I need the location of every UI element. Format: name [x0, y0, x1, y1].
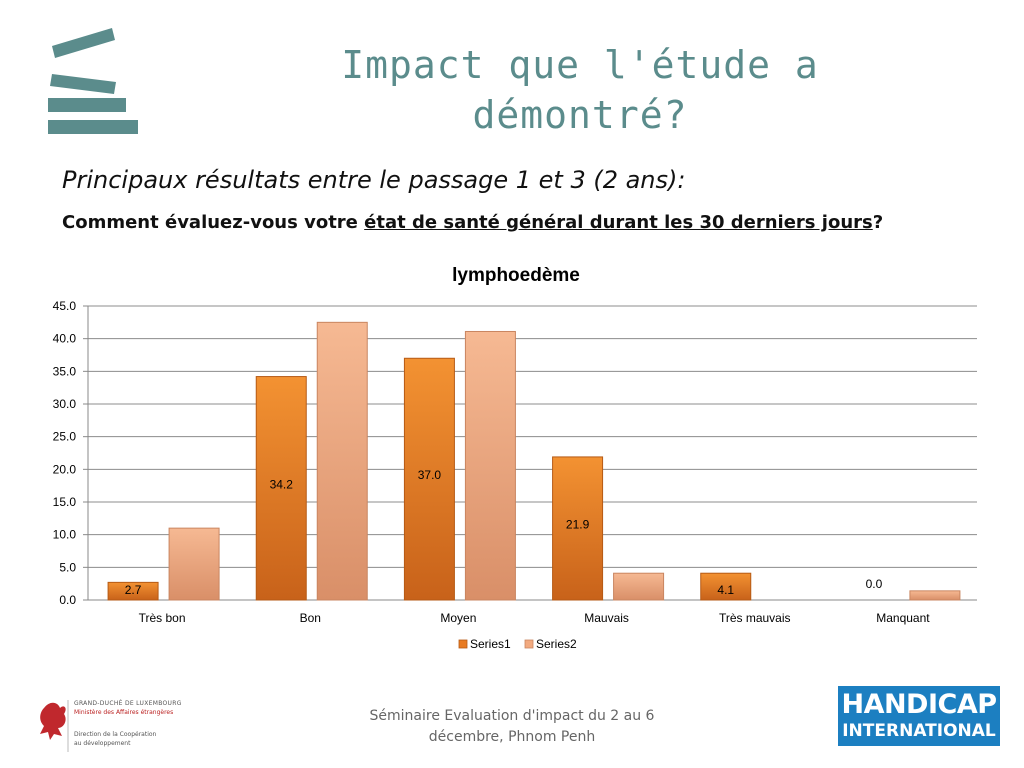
lux-line-3b: au développement: [74, 740, 131, 747]
lux-line-2: Ministère des Affaires étrangères: [74, 709, 174, 716]
bar-series1-1: [255, 376, 307, 601]
bar-chart: lymphoedème 0.0 5.0 10.0 15.0 20.0 25.0 30.0 35…: [53, 265, 977, 651]
footer-line-1: Séminaire Evaluation d'impact du 2 au 6: [369, 708, 655, 724]
y-tick-label: 0.0: [59, 593, 76, 607]
handicap-line-2: INTERNATIONAL: [842, 721, 996, 741]
luxembourg-text: GRAND-DUCHÉ DE LUXEMBOURG Ministère des …: [74, 700, 182, 748]
legend-label-series1: Series1: [470, 637, 511, 651]
bar-series1-3: [552, 456, 604, 601]
bar-series2-5: [909, 590, 961, 601]
bar-series1-4: [700, 572, 752, 601]
bar-series2-2: [464, 330, 516, 601]
footer: Séminaire Evaluation d'impact du 2 au 6 …: [362, 706, 662, 748]
bar-series1-2: [403, 357, 455, 601]
bar-series2-0: [168, 527, 220, 601]
y-tick-label: 25.0: [53, 430, 77, 444]
y-tick-label: 30.0: [53, 397, 77, 411]
title-line-2: démontré?: [472, 93, 688, 137]
x-tick-label: Manquant: [876, 611, 930, 625]
bar-series1-0: [107, 581, 159, 601]
books-logo-icon: [48, 28, 138, 134]
chart-title: lymphoedème: [452, 265, 580, 286]
y-tick-label: 40.0: [53, 332, 77, 346]
data-label: 4.1: [717, 583, 734, 597]
lux-line-3: Direction de la Coopération au développe…: [74, 730, 182, 748]
bar-series2-1: [316, 321, 368, 601]
legend-swatch-series1: [458, 639, 468, 649]
x-tick-label: Mauvais: [584, 611, 629, 625]
y-tick-label: 45.0: [53, 299, 77, 313]
y-tick-label: 10.0: [53, 528, 77, 542]
lux-line-3a: Direction de la Coopération: [74, 731, 157, 738]
footer-line-2: décembre, Phnom Penh: [428, 729, 596, 745]
x-tick-label: Moyen: [440, 611, 476, 625]
x-tick-label: Très mauvais: [719, 611, 791, 625]
lux-line-1: GRAND-DUCHÉ DE LUXEMBOURG: [74, 700, 182, 707]
data-label: 0.0: [866, 577, 883, 591]
question: Comment évaluez-vous votre état de santé…: [62, 212, 883, 233]
question-suffix: ?: [872, 212, 884, 233]
y-tick-label: 5.0: [59, 560, 76, 574]
title-line-1: Impact que l'étude a: [341, 43, 819, 87]
question-underlined: état de santé général durant les 30 dern…: [364, 212, 873, 233]
y-tick-label: 15.0: [53, 495, 77, 509]
page-title: Impact que l'étude a démontré?: [280, 40, 880, 140]
handicap-international-logo: HANDICAP INTERNATIONAL: [838, 686, 1000, 746]
data-label: 21.9: [566, 517, 590, 531]
data-label: 34.2: [270, 477, 294, 491]
bar-series2-3: [613, 572, 665, 601]
y-tick-label: 35.0: [53, 364, 77, 378]
handicap-line-1: HANDICAP: [841, 689, 997, 720]
data-label: 2.7: [125, 583, 142, 597]
legend-swatch-series2: [524, 639, 534, 649]
data-label: 37.0: [418, 468, 442, 482]
y-tick-label: 20.0: [53, 462, 77, 476]
subtitle: Principaux résultats entre le passage 1 …: [62, 166, 686, 194]
x-tick-label: Bon: [300, 611, 321, 625]
luxembourg-lion-logo: [40, 700, 69, 752]
question-prefix: Comment évaluez-vous votre: [62, 212, 365, 233]
legend-label-series2: Series2: [536, 637, 577, 651]
x-tick-label: Très bon: [139, 611, 186, 625]
